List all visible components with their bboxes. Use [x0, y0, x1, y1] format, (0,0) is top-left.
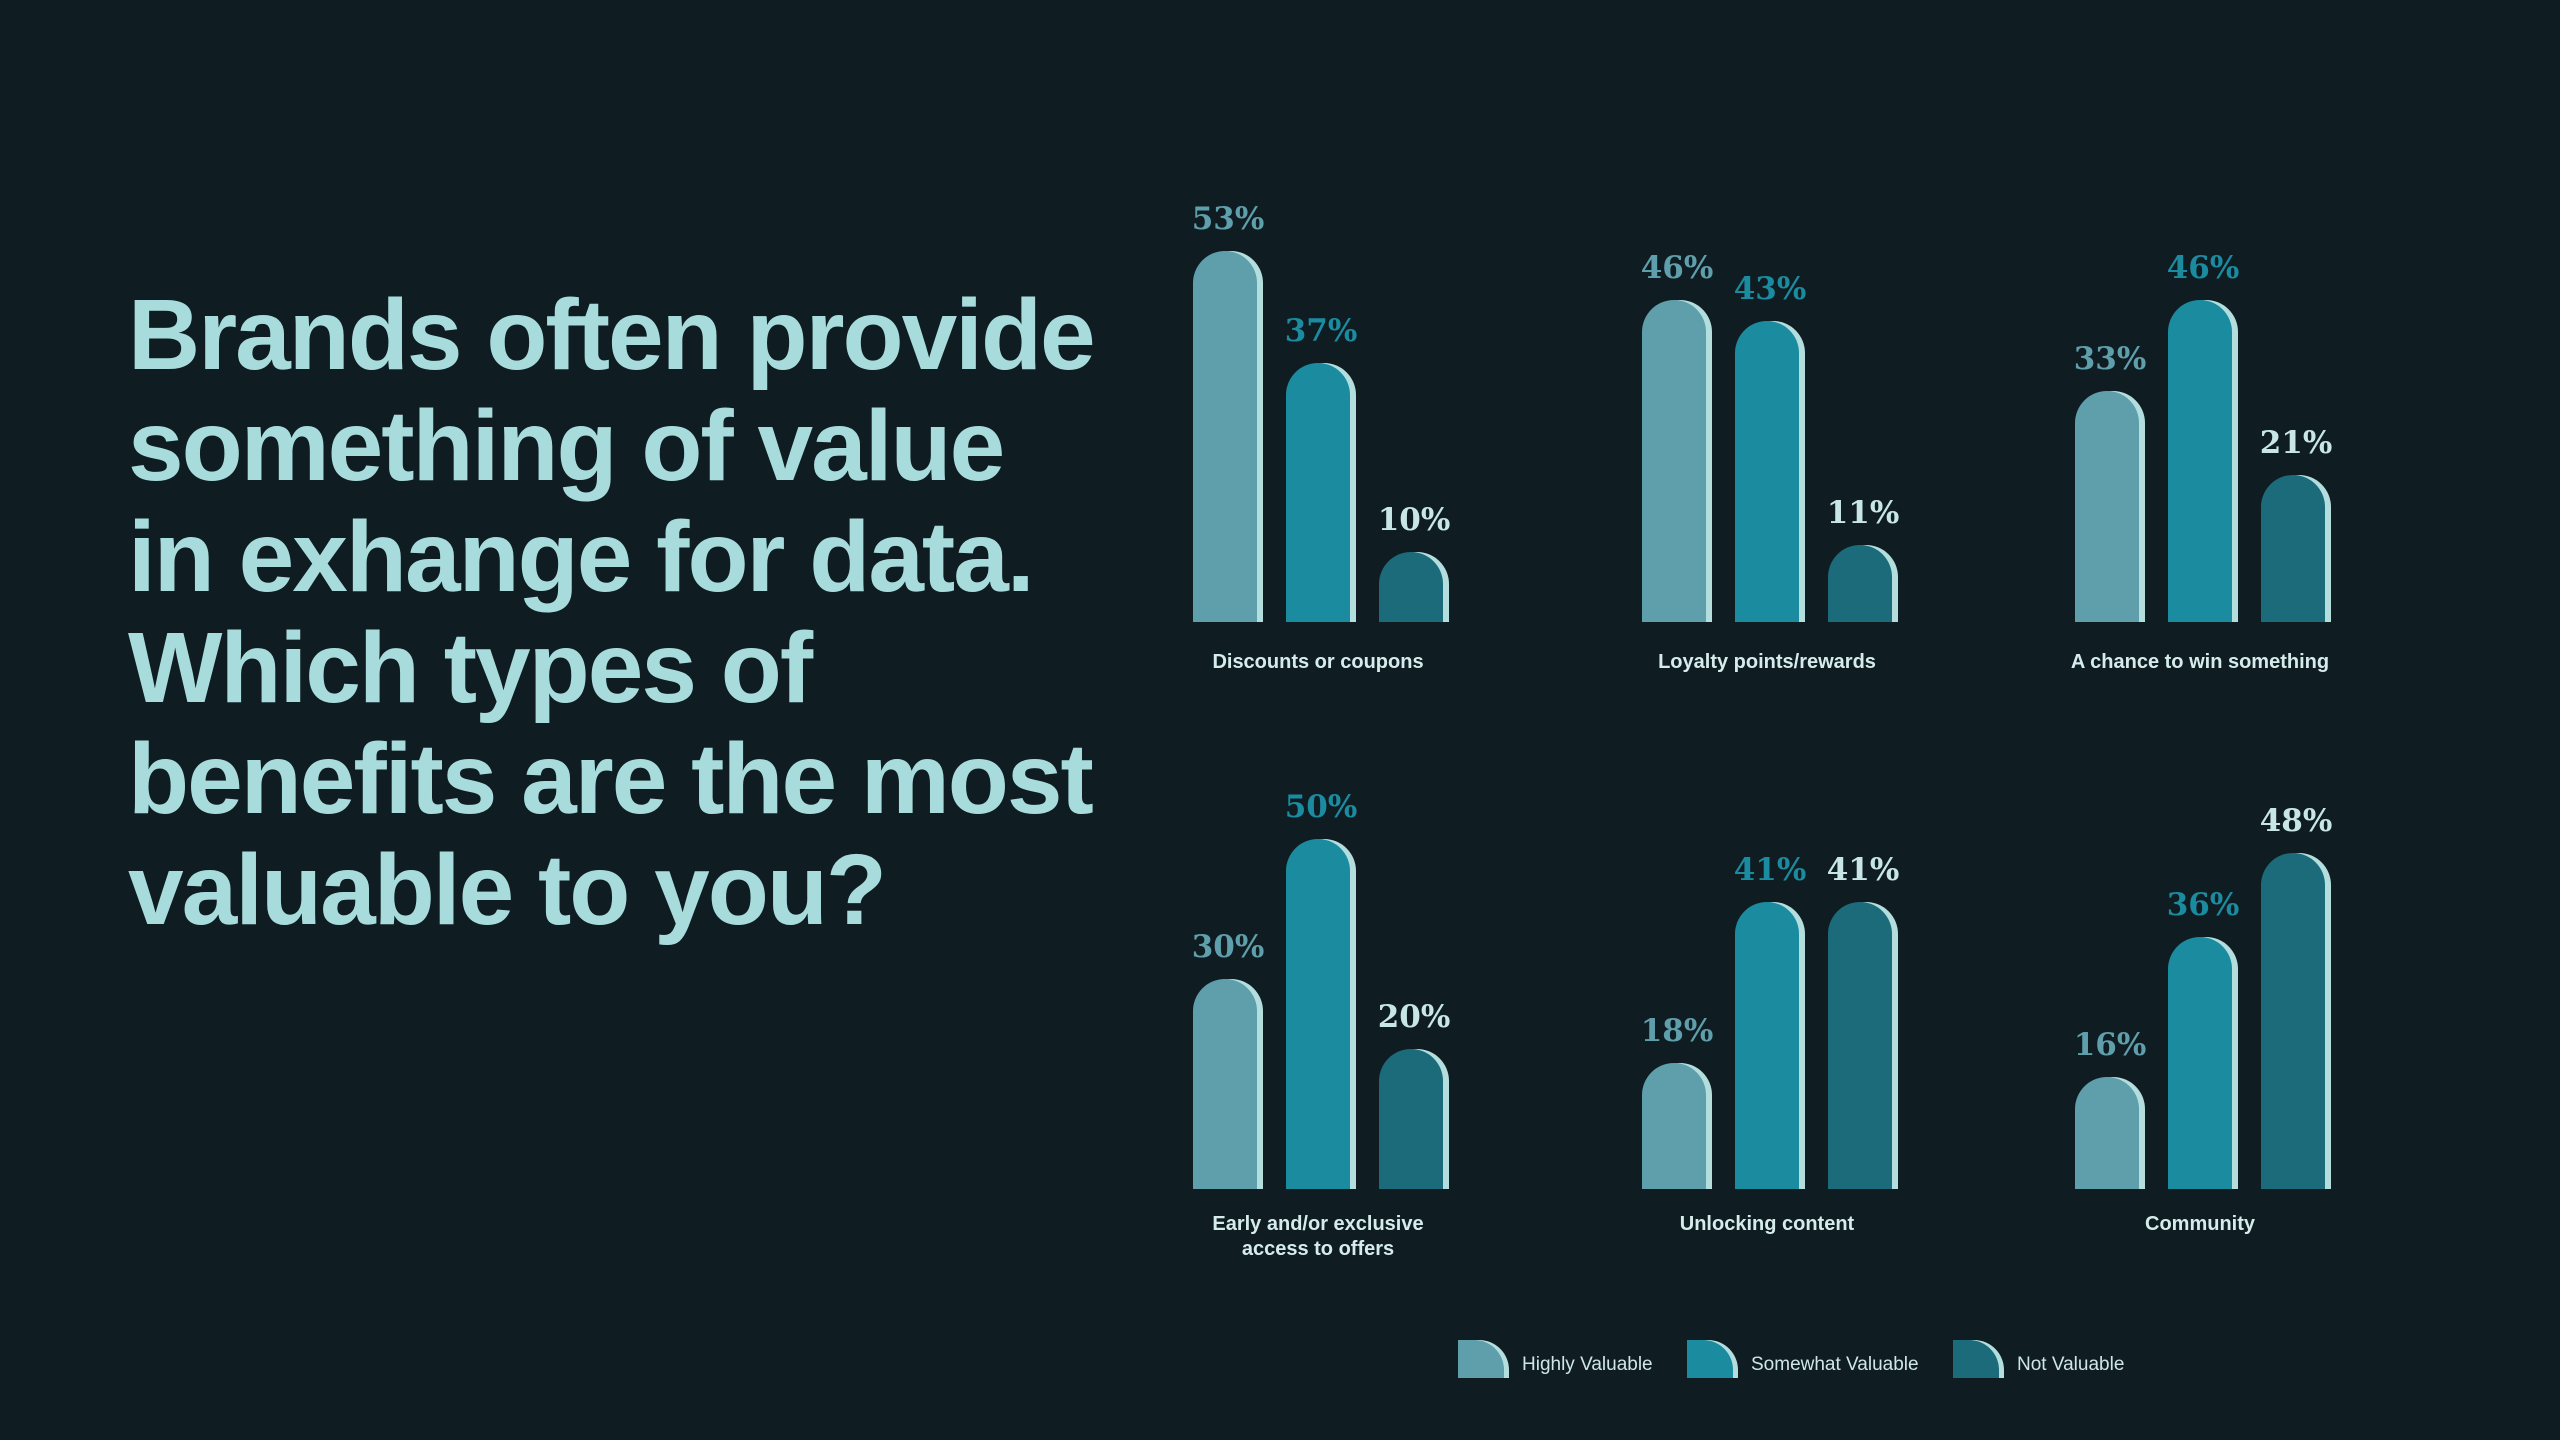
bar	[1642, 1063, 1706, 1189]
value-label: 21%	[2259, 425, 2333, 461]
legend-swatch	[1953, 1340, 1999, 1378]
value-label: 16%	[2073, 1027, 2147, 1063]
value-label: 20%	[1377, 999, 1451, 1035]
value-label: 41%	[1733, 852, 1807, 888]
bar	[1828, 902, 1892, 1189]
value-label: 10%	[1377, 502, 1451, 538]
bar	[1193, 979, 1257, 1189]
category-label: Loyalty points/rewards	[1658, 651, 1876, 673]
value-label: 53%	[1191, 201, 1265, 237]
category-label: Discounts or coupons	[1212, 651, 1424, 673]
bar	[1379, 1049, 1443, 1189]
bar	[2168, 300, 2232, 622]
category-label: Community	[2145, 1213, 2255, 1235]
bar	[1286, 839, 1350, 1189]
bar	[1379, 552, 1443, 622]
legend-item: Highly Valuable	[1458, 1340, 1653, 1378]
value-label: 43%	[1733, 271, 1807, 307]
bar	[1735, 902, 1799, 1189]
legend-label: Not Valuable	[2017, 1354, 2125, 1375]
bar	[2261, 853, 2325, 1189]
legend-label: Somewhat Valuable	[1751, 1354, 1919, 1375]
bar	[1642, 300, 1706, 622]
value-label: 37%	[1284, 313, 1358, 349]
value-label: 46%	[2166, 250, 2240, 286]
value-label: 36%	[2166, 887, 2240, 923]
value-label: 30%	[1191, 929, 1265, 965]
value-label: 18%	[1640, 1013, 1714, 1049]
legend-swatch	[1458, 1340, 1504, 1378]
category-label: A chance to win something	[2070, 651, 2330, 673]
bar	[2261, 475, 2325, 622]
value-label: 41%	[1826, 852, 1900, 888]
bar	[2168, 937, 2232, 1189]
bar	[1286, 363, 1350, 622]
value-label: 46%	[1640, 250, 1714, 286]
value-label: 50%	[1284, 789, 1358, 825]
bar	[1735, 321, 1799, 622]
category-label: Unlocking content	[1679, 1213, 1855, 1235]
chart-title: Brands often provide something of value …	[128, 279, 1096, 946]
legend-item: Somewhat Valuable	[1687, 1340, 1919, 1378]
legend-swatch	[1687, 1340, 1733, 1378]
category-label: Early and/or exclusive access to offers	[1212, 1213, 1424, 1260]
value-label: 48%	[2259, 803, 2333, 839]
bar	[1193, 251, 1257, 622]
bar	[2075, 391, 2139, 622]
bar	[2075, 1077, 2139, 1189]
bar	[1828, 545, 1892, 622]
legend-item: Not Valuable	[1953, 1340, 2124, 1378]
value-label: 11%	[1826, 495, 1900, 531]
value-label: 33%	[2073, 341, 2147, 377]
legend-label: Highly Valuable	[1522, 1354, 1653, 1375]
